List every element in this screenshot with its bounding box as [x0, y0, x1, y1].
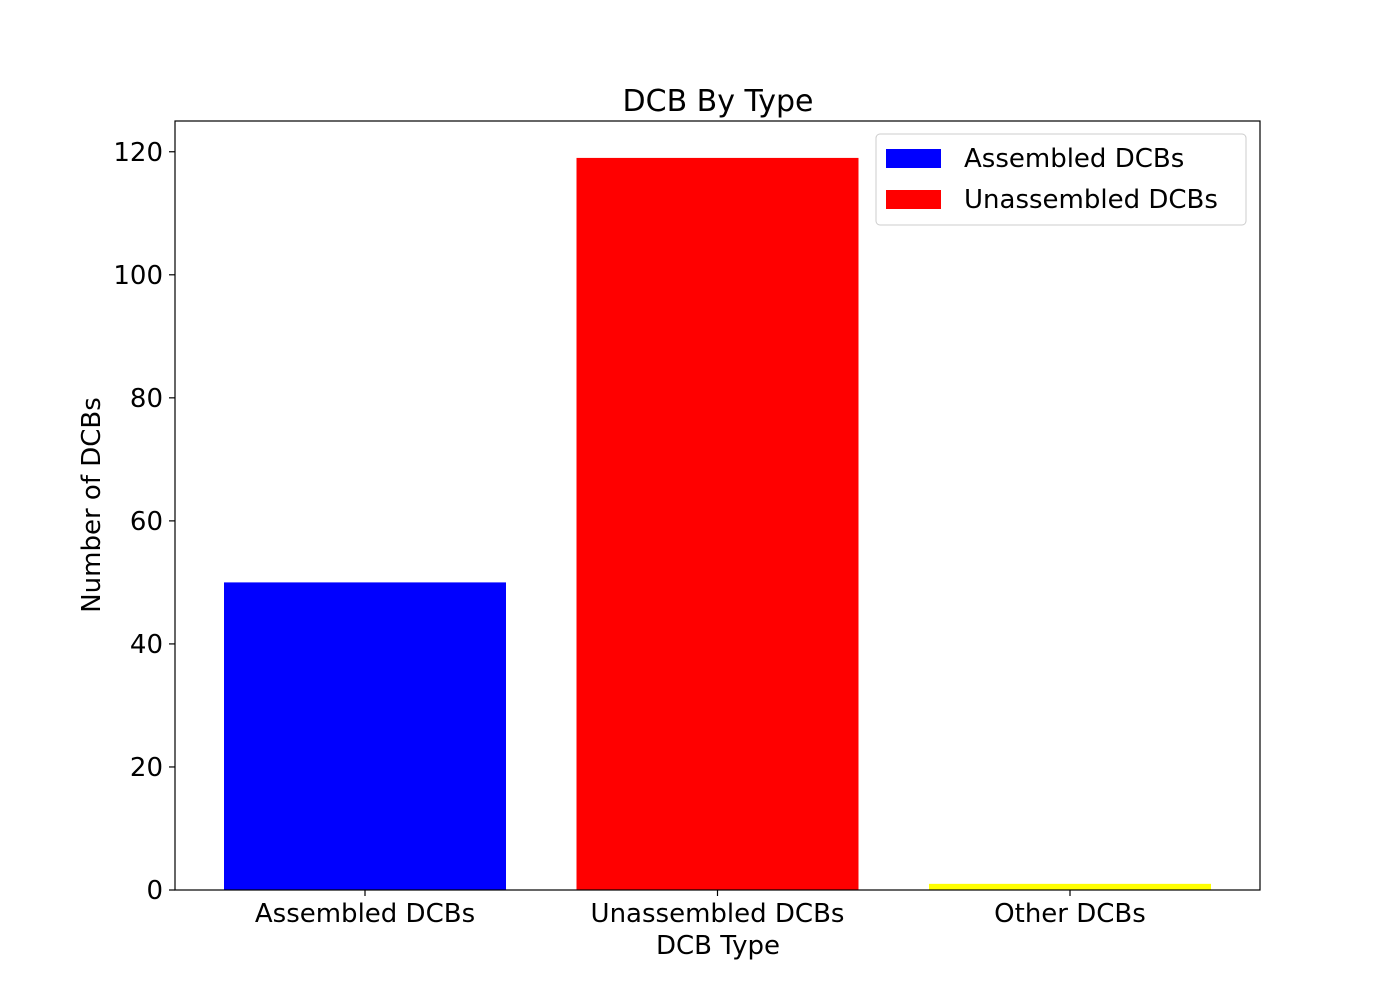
y-axis: 0 20 40 60 80 100 120 — [113, 138, 175, 906]
bars-layer — [224, 157, 1211, 891]
legend-label-0: Assembled DCBs — [964, 144, 1184, 174]
x-tick-label-2: Other DCBs — [994, 899, 1146, 929]
x-tick-label-1: Unassembled DCBs — [591, 899, 845, 929]
legend-box — [875, 133, 1247, 226]
legend: Assembled DCBs Unassembled DCBs — [875, 133, 1247, 226]
y-tick-label-4: 80 — [130, 384, 163, 414]
y-tick-label-2: 40 — [130, 630, 163, 660]
legend-swatch-0 — [886, 149, 941, 168]
bar-1 — [576, 157, 859, 891]
bar-0 — [224, 582, 506, 890]
y-tick-label-3: 60 — [130, 507, 163, 537]
legend-swatch-1 — [886, 190, 941, 209]
y-tick-label-0: 0 — [146, 876, 163, 906]
chart-title: DCB By Type — [623, 84, 814, 119]
y-tick-label-6: 120 — [113, 138, 163, 168]
plot-frame — [174, 120, 1261, 891]
legend-label-1: Unassembled DCBs — [964, 185, 1218, 215]
y-tick-label-1: 20 — [130, 753, 163, 783]
x-axis: Assembled DCBs Unassembled DCBs Other DCBs — [255, 890, 1146, 929]
y-axis-label: Number of DCBs — [77, 397, 107, 613]
x-tick-label-0: Assembled DCBs — [255, 899, 475, 929]
x-axis-label: DCB Type — [656, 931, 780, 961]
y-tick-label-5: 100 — [113, 261, 163, 291]
bar-2 — [929, 883, 1211, 890]
